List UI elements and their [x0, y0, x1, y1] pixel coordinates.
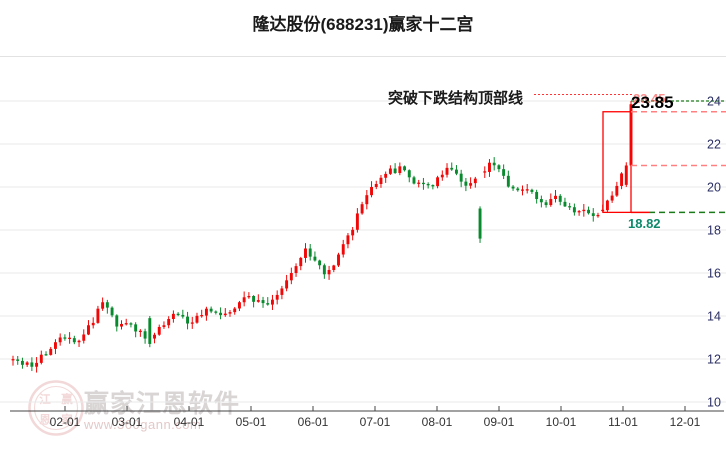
svg-text:赢: 赢: [61, 392, 73, 406]
svg-text:14: 14: [707, 310, 721, 324]
svg-text:12: 12: [707, 353, 721, 367]
svg-text:06-01: 06-01: [298, 415, 329, 429]
svg-text:16: 16: [707, 267, 721, 281]
svg-text:08-01: 08-01: [422, 415, 453, 429]
svg-text:05-01: 05-01: [236, 415, 267, 429]
svg-text:23.85: 23.85: [631, 93, 674, 112]
svg-text:12-01: 12-01: [670, 415, 701, 429]
svg-text:02-01: 02-01: [50, 415, 81, 429]
svg-text:18.82: 18.82: [628, 216, 661, 231]
svg-text:18: 18: [707, 224, 721, 238]
svg-text:20: 20: [707, 181, 721, 195]
svg-text:04-01: 04-01: [174, 415, 205, 429]
svg-text:10-01: 10-01: [546, 415, 577, 429]
svg-text:03-01: 03-01: [112, 415, 143, 429]
svg-text:07-01: 07-01: [360, 415, 391, 429]
svg-text:22: 22: [707, 138, 721, 152]
svg-text:24: 24: [707, 95, 721, 109]
svg-text:11-01: 11-01: [608, 415, 638, 429]
svg-text:突破下跌结构顶部线: 突破下跌结构顶部线: [388, 89, 523, 107]
svg-text:09-01: 09-01: [484, 415, 515, 429]
svg-text:10: 10: [707, 396, 721, 410]
svg-text:江: 江: [39, 392, 51, 406]
